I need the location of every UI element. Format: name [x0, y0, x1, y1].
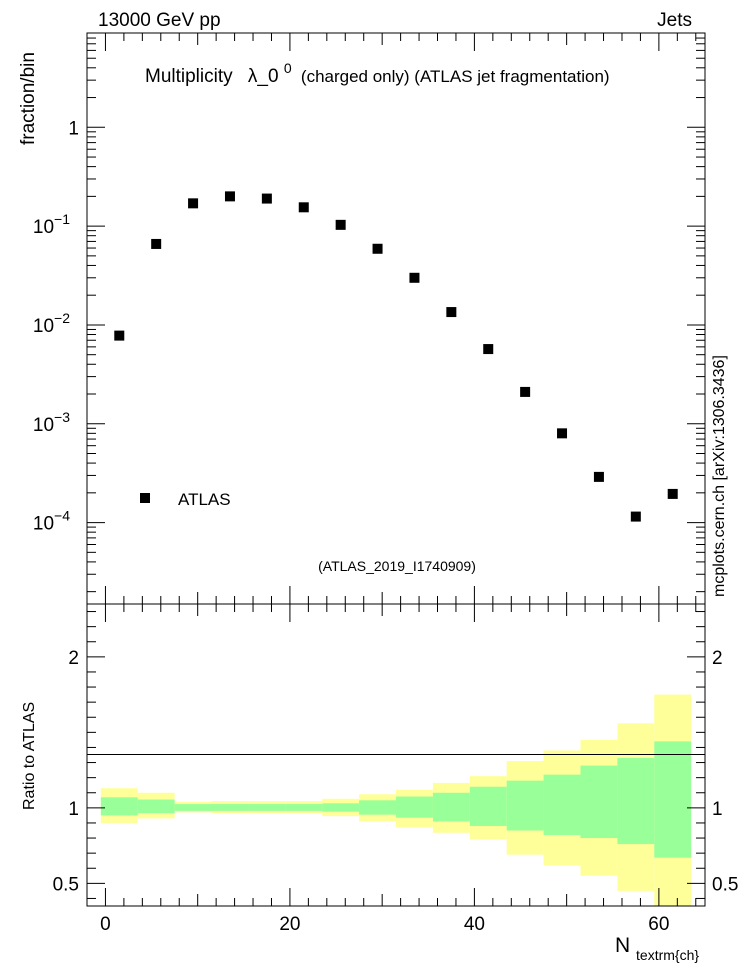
- analysis-tag: (ATLAS_2019_I1740909): [318, 558, 476, 574]
- data-point: [446, 307, 457, 318]
- ratio-y-axis: 0.5 0.5 1 1 2 2: [53, 611, 738, 899]
- green-band-bin: [100, 797, 138, 816]
- main-series-markers: [114, 191, 678, 522]
- ratio-x-tick-label: 20: [279, 914, 300, 935]
- data-point: [335, 219, 346, 230]
- plot-title-superscript: 0: [284, 60, 292, 76]
- data-point: [372, 243, 383, 254]
- main-x-axis: [104, 33, 697, 604]
- main-y-tick-label: 10−1: [33, 211, 70, 238]
- data-point: [409, 272, 420, 283]
- main-y-tick-label: 10−3: [33, 409, 70, 436]
- ratio-x-axis: 0 20 40 60: [100, 604, 697, 935]
- data-point: [224, 191, 235, 202]
- ratio-y-tick-label-right: 0.5: [712, 874, 738, 895]
- plot-title-suffix: (charged only) (ATLAS jet fragmentation): [301, 67, 610, 86]
- ratio-y-tick-label-right: 1: [712, 799, 723, 820]
- ratio-panel: 0.5 0.5 1 1 2 2 0 20 40 60 Ratio to ATLAS N text…: [21, 603, 738, 963]
- data-point: [520, 386, 531, 397]
- data-point: [188, 198, 199, 209]
- green-band-bin: [654, 741, 692, 858]
- data-point: [630, 511, 641, 522]
- data-point: [483, 344, 494, 355]
- x-axis-label-sub: textrm{ch}: [636, 947, 699, 963]
- data-point: [298, 202, 309, 213]
- green-band-bin: [580, 765, 618, 839]
- x-axis-label-main: N: [615, 934, 630, 957]
- ratio-y-tick-label: 1: [68, 799, 79, 820]
- side-source-label: mcplots.cern.ch [arXiv:1306.3436]: [711, 355, 728, 597]
- green-band-bin: [322, 803, 360, 812]
- data-point: [151, 238, 162, 249]
- ratio-y-tick-label: 0.5: [53, 874, 79, 895]
- plot-title-symbol: λ_0: [248, 66, 279, 87]
- green-band-bin: [285, 804, 323, 811]
- legend-marker-atlas: [140, 493, 150, 503]
- main-panel: 1 10−1 10−2 10−3 10−4 Multiplicity λ_0 0 (ch…: [18, 32, 706, 605]
- legend-label-atlas: ATLAS: [178, 490, 231, 509]
- plot-title-prefix: Multiplicity: [145, 66, 233, 87]
- data-point: [667, 488, 678, 499]
- main-y-tick-label: 1: [68, 118, 79, 139]
- ratio-y-axis-label: Ratio to ATLAS: [21, 702, 38, 810]
- ratio-panel-frame: [86, 603, 706, 907]
- green-band-bin: [359, 800, 396, 815]
- header-right-label: Jets: [657, 10, 692, 31]
- green-band-bin: [543, 774, 581, 836]
- green-band-bin: [248, 804, 286, 811]
- ratio-y-tick-label: 2: [68, 648, 79, 669]
- ratio-y-tick-label-right: 2: [712, 648, 723, 669]
- data-point: [114, 330, 125, 341]
- green-band-bin: [137, 799, 175, 814]
- main-y-tick-label: 10−2: [33, 310, 70, 337]
- main-y-tick-label: 10−4: [33, 508, 70, 535]
- green-band-bin: [617, 758, 655, 845]
- header-left-label: 13000 GeV pp: [98, 10, 221, 31]
- green-band-bin: [469, 786, 507, 826]
- green-band-bin: [174, 804, 212, 811]
- main-panel-frame: [86, 32, 706, 605]
- plot-title: Multiplicity λ_0 0 (charged only) (ATLAS…: [145, 57, 610, 87]
- data-point: [593, 471, 604, 482]
- ratio-x-tick-label: 60: [648, 914, 669, 935]
- data-point: [261, 193, 272, 204]
- main-y-axis: 1 10−1 10−2 10−3 10−4: [33, 32, 705, 593]
- ratio-x-tick-label: 40: [464, 914, 485, 935]
- x-axis-label: N textrm{ch}: [615, 934, 699, 963]
- ratio-x-tick-label: 0: [100, 914, 111, 935]
- green-band-bin: [506, 780, 544, 831]
- data-point: [557, 428, 568, 439]
- main-y-axis-label: fraction/bin: [18, 52, 39, 145]
- green-band-bin: [432, 792, 470, 822]
- green-band-bin: [211, 804, 249, 811]
- green-band-bin: [396, 796, 433, 818]
- ratio-uncertainty-bands: [100, 694, 692, 906]
